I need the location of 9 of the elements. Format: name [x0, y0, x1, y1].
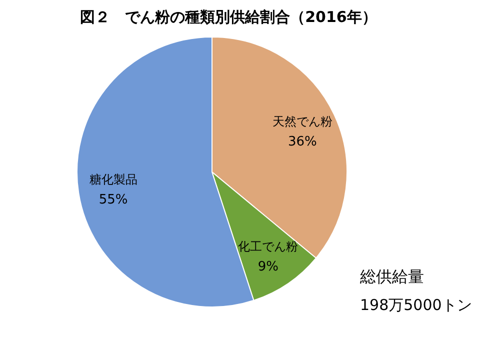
text: 198万5000トン: [360, 296, 472, 314]
slice-label: 天然でん粉: [272, 114, 332, 128]
data-label: 55%: [98, 192, 128, 208]
slice-label: 化工でん粉: [238, 240, 298, 254]
data-label: 9%: [258, 260, 278, 275]
slice-label: 糖化製品: [89, 172, 138, 187]
data-label: 36%: [288, 134, 317, 150]
text: 総供給量: [359, 267, 424, 286]
chart-title: 図２ でん粉の種類別供給割合（2016年）: [80, 8, 377, 26]
